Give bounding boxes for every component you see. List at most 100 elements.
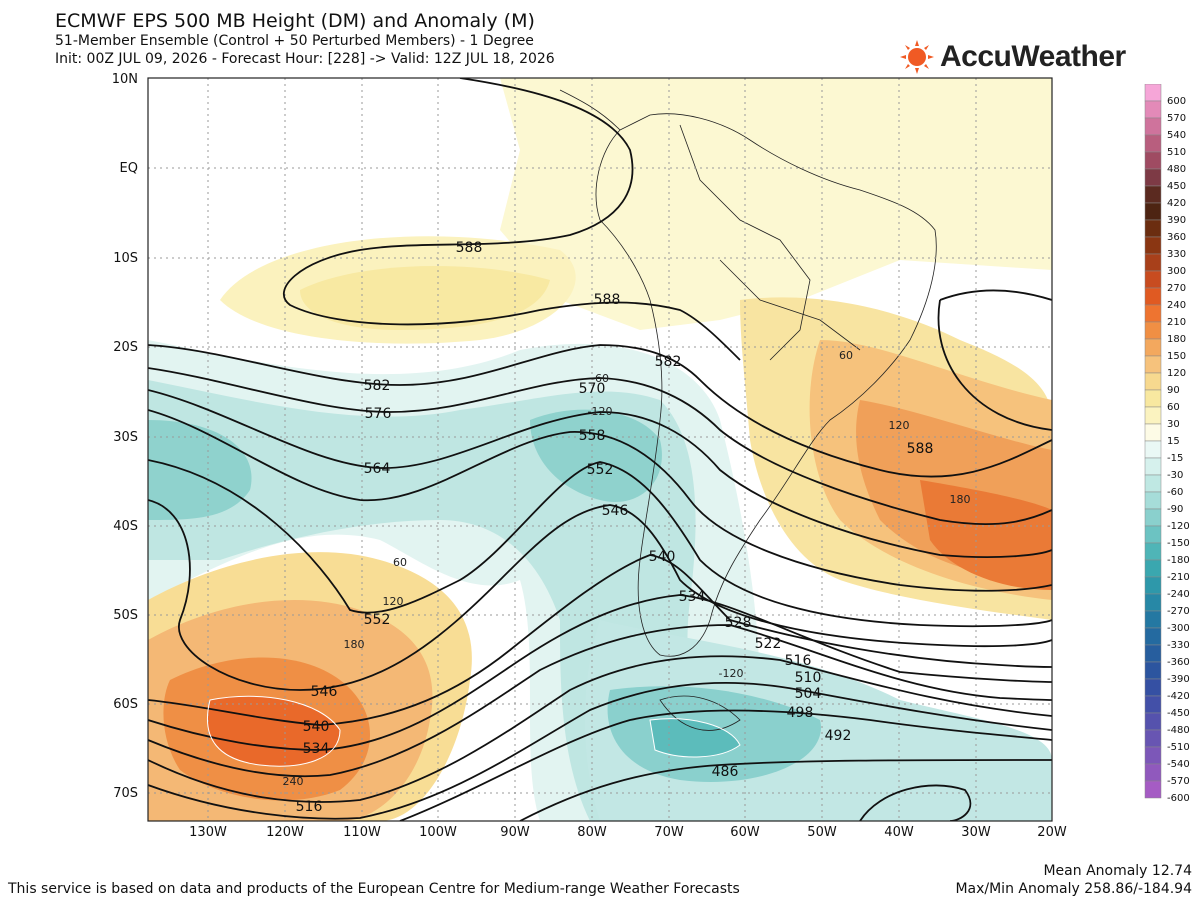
legend-swatch <box>1144 321 1162 340</box>
lon-label: 60W <box>730 825 760 840</box>
lon-label: 100W <box>419 825 457 840</box>
legend-swatch <box>1144 474 1162 493</box>
legend-swatch <box>1144 593 1162 612</box>
legend-swatch <box>1144 644 1162 663</box>
legend-swatch <box>1144 610 1162 629</box>
legend-swatch <box>1144 627 1162 646</box>
anomaly-label: 120 <box>889 419 910 432</box>
lat-label: 70S <box>113 786 138 801</box>
legend-swatch <box>1144 406 1162 425</box>
contour-label-group: 588 588 582 582 576 570 564 558 552 546 … <box>296 240 934 815</box>
anomaly-label: 180 <box>950 493 971 506</box>
legend-label: -300 <box>1167 623 1190 634</box>
lat-label: 30S <box>113 430 138 445</box>
legend-swatch <box>1144 338 1162 357</box>
lat-label: 40S <box>113 519 138 534</box>
contour-label: 582 <box>364 378 391 394</box>
contour-label: 546 <box>602 503 629 519</box>
contour-label: 492 <box>825 728 852 744</box>
legend-swatch <box>1144 151 1162 170</box>
graticule <box>148 78 1052 821</box>
legend-label: 270 <box>1167 283 1187 294</box>
contour-label: 588 <box>594 292 621 308</box>
legend-label: -30 <box>1167 470 1184 481</box>
legend-swatch <box>1144 440 1162 459</box>
anomaly-label: -60 <box>591 372 609 385</box>
legend-label: 600 <box>1167 96 1187 107</box>
legend-label: 420 <box>1167 198 1187 209</box>
chart-subtitle: 51-Member Ensemble (Control + 50 Perturb… <box>55 33 534 49</box>
lon-label: 130W <box>189 825 227 840</box>
legend-label: 180 <box>1167 334 1187 345</box>
contour-label: 510 <box>795 670 822 686</box>
anomaly-label: 60 <box>839 349 853 362</box>
anomaly-label: 60 <box>393 556 407 569</box>
contour-label: 588 <box>907 441 934 457</box>
legend-label: -450 <box>1167 708 1190 719</box>
contour-label: 534 <box>303 741 330 757</box>
legend-label: -390 <box>1167 674 1190 685</box>
legend-swatch <box>1144 780 1162 799</box>
lat-label: 10N <box>111 72 138 87</box>
color-legend <box>1144 84 1162 799</box>
legend-label: -600 <box>1167 793 1190 804</box>
legend-swatch <box>1144 355 1162 374</box>
lon-label: 70W <box>654 825 684 840</box>
legend-swatch <box>1144 304 1162 323</box>
anomaly-label: -120 <box>719 667 744 680</box>
contour-label: 534 <box>679 589 706 605</box>
legend-swatch <box>1144 134 1162 153</box>
contour-label: 516 <box>785 653 812 669</box>
legend-swatch <box>1144 678 1162 697</box>
legend-swatch <box>1144 168 1162 187</box>
legend-swatch <box>1144 712 1162 731</box>
legend-swatch <box>1144 542 1162 561</box>
anomaly-label: 180 <box>344 638 365 651</box>
anomaly-shading <box>148 78 1052 821</box>
legend-swatch <box>1144 576 1162 595</box>
legend-swatch <box>1144 117 1162 136</box>
lon-label: 20W <box>1037 825 1067 840</box>
contour-label: 540 <box>303 719 330 735</box>
legend-swatch <box>1144 202 1162 221</box>
legend-label: -540 <box>1167 759 1190 770</box>
legend-swatch <box>1144 100 1162 119</box>
legend-label: 510 <box>1167 147 1187 158</box>
lat-label: EQ <box>119 161 138 176</box>
legend-swatch <box>1144 763 1162 782</box>
legend-swatch <box>1144 185 1162 204</box>
legend-label: -330 <box>1167 640 1190 651</box>
legend-label: -480 <box>1167 725 1190 736</box>
anomaly-label: -120 <box>588 405 613 418</box>
contour-label: 582 <box>655 354 682 370</box>
legend-label: 60 <box>1167 402 1180 413</box>
height-contours <box>148 78 1052 821</box>
chart-title: ECMWF EPS 500 MB Height (DM) and Anomaly… <box>55 10 535 32</box>
lon-label: 120W <box>266 825 304 840</box>
anomaly-label: 120 <box>383 595 404 608</box>
maxmin-anomaly-text: Max/Min Anomaly 258.86/-184.94 <box>955 881 1192 897</box>
contour-label: 588 <box>456 240 483 256</box>
contour-label: 546 <box>311 684 338 700</box>
legend-swatch <box>1144 559 1162 578</box>
contour-label: 516 <box>296 799 323 815</box>
legend-swatch <box>1144 270 1162 289</box>
lat-label: 10S <box>113 251 138 266</box>
legend-label: -510 <box>1167 742 1190 753</box>
legend-label: -240 <box>1167 589 1190 600</box>
title-block: ECMWF EPS 500 MB Height (DM) and Anomaly… <box>55 10 555 68</box>
legend-label: -360 <box>1167 657 1190 668</box>
lon-label: 50W <box>807 825 837 840</box>
legend-label: 240 <box>1167 300 1187 311</box>
legend-label: -150 <box>1167 538 1190 549</box>
legend-label: 480 <box>1167 164 1187 175</box>
legend-label: 210 <box>1167 317 1187 328</box>
legend-swatch <box>1144 389 1162 408</box>
legend-label: 90 <box>1167 385 1180 396</box>
legend-swatch <box>1144 661 1162 680</box>
sun-icon <box>900 40 934 74</box>
legend-label: 15 <box>1167 436 1180 447</box>
legend-swatch <box>1144 423 1162 442</box>
contour-label: 528 <box>725 615 752 631</box>
